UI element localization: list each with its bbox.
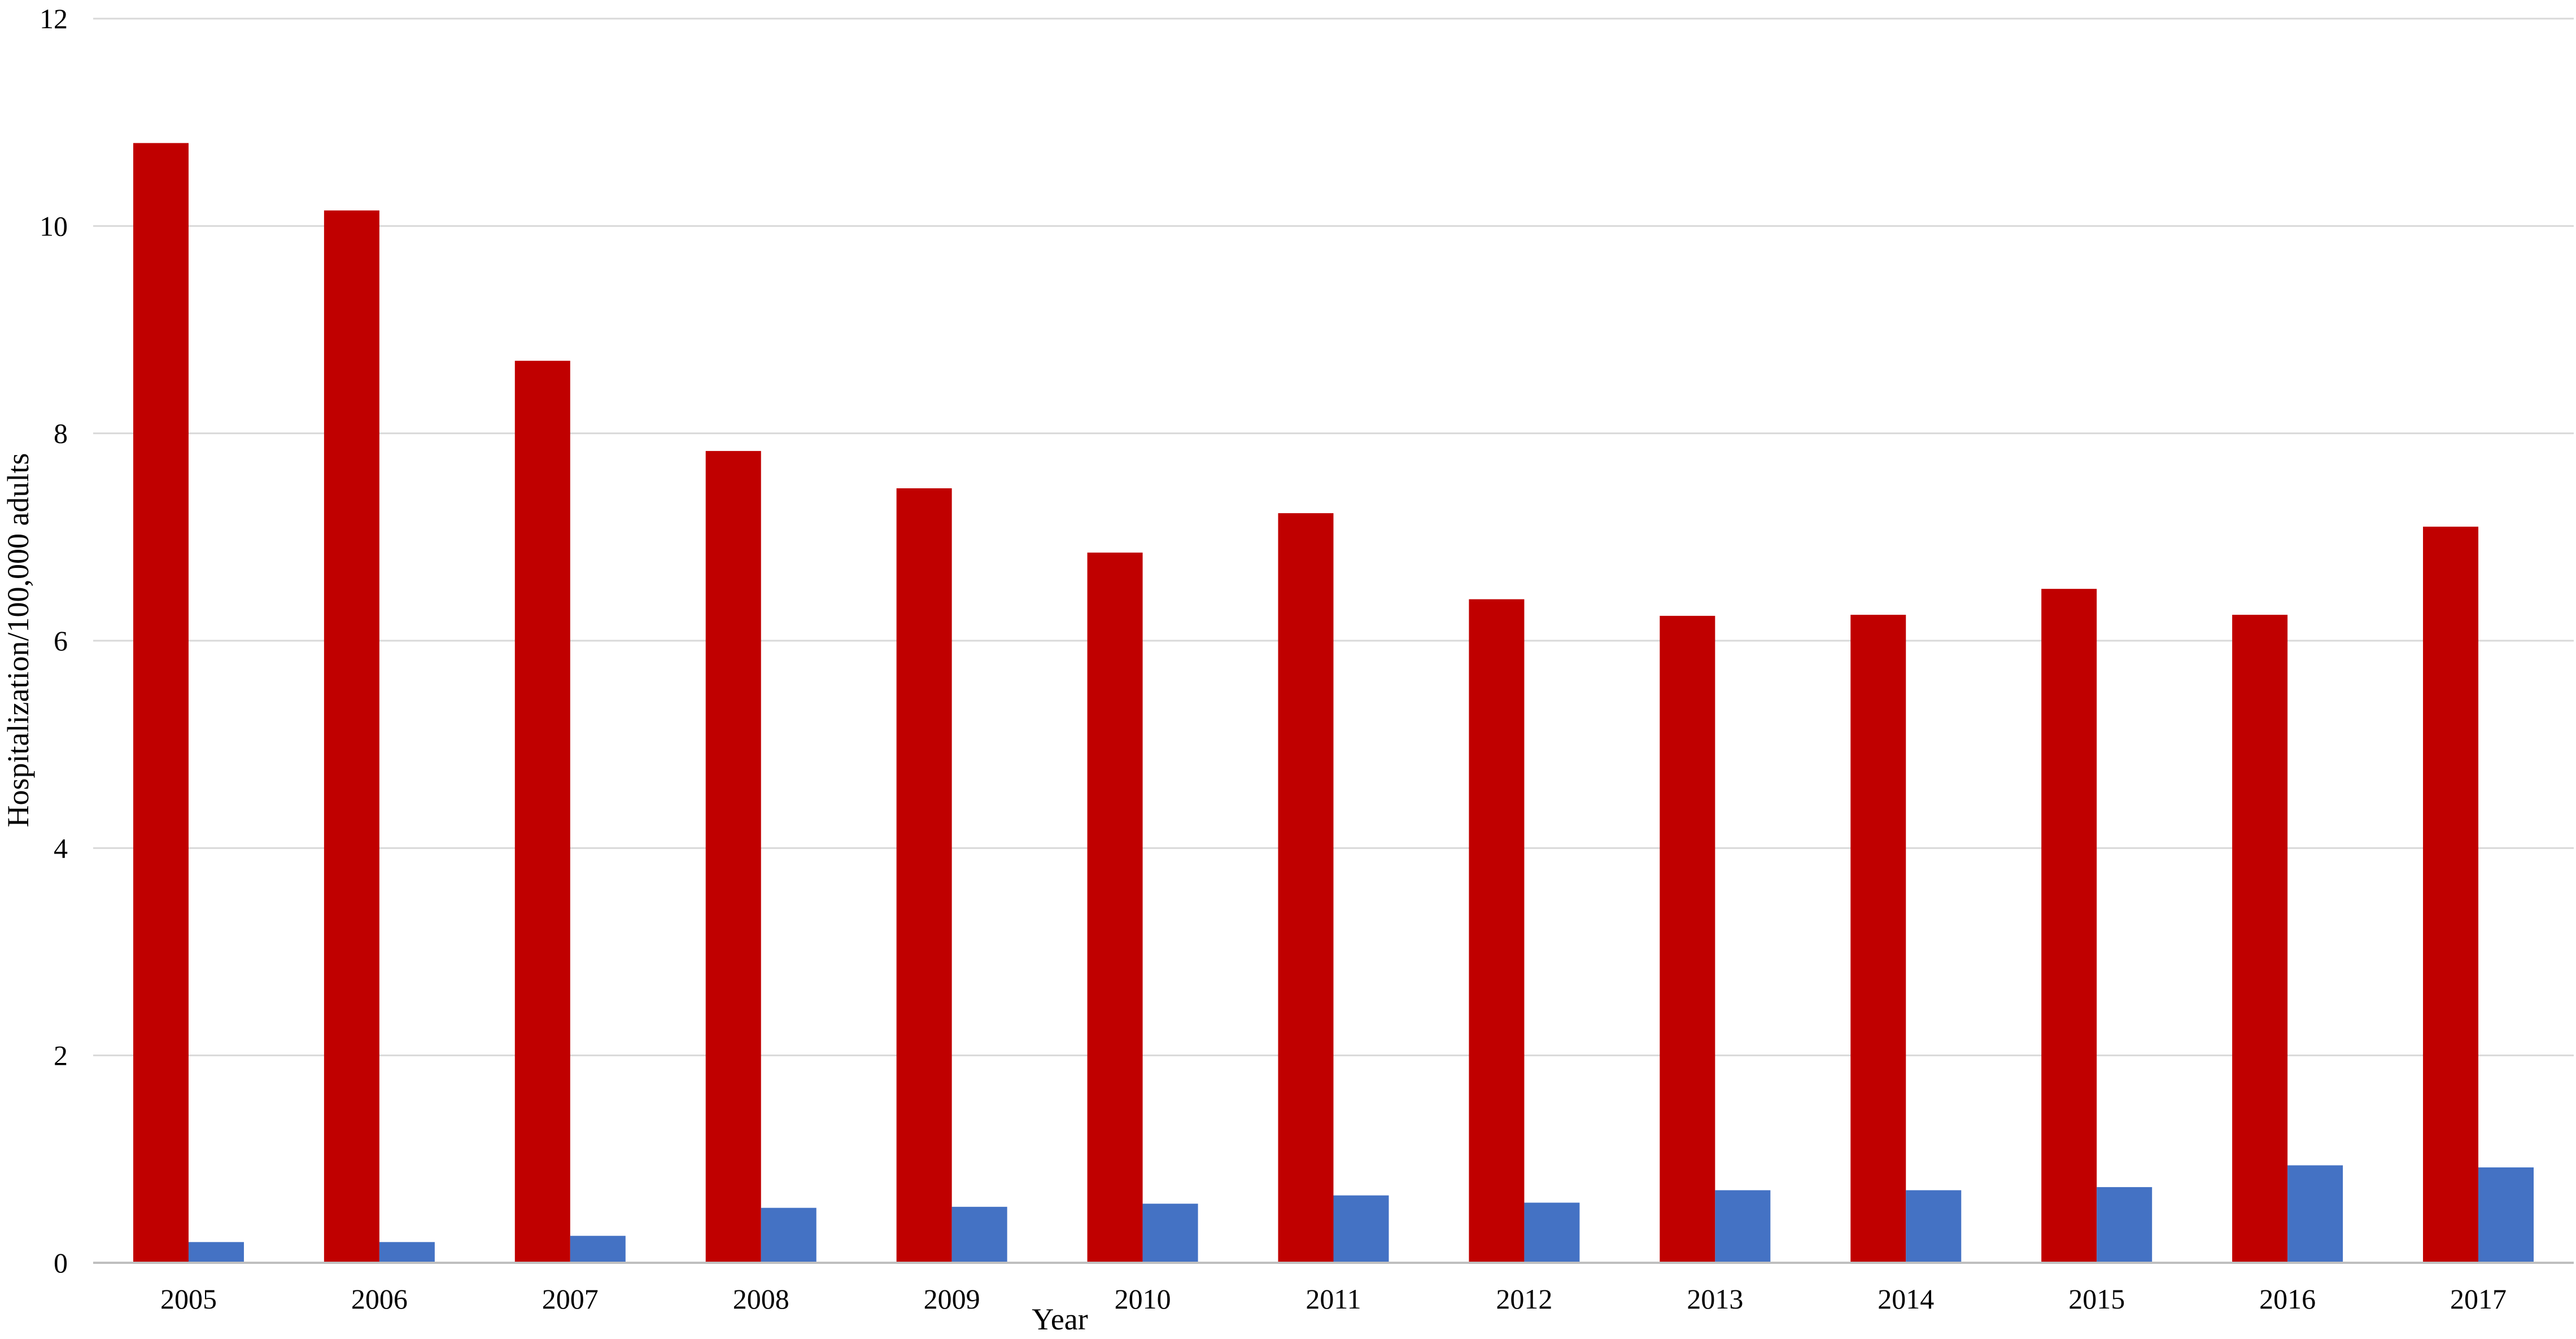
x-tick-label: 2017 xyxy=(2450,1283,2507,1315)
y-tick-label: 0 xyxy=(54,1247,68,1279)
y-axis-title: Hospitalization/100,000 adults xyxy=(1,453,35,828)
bar-series-1 xyxy=(2041,589,2097,1263)
bar-series-2 xyxy=(570,1236,626,1263)
bar-series-2 xyxy=(2478,1167,2534,1263)
bar-series-1 xyxy=(1278,513,1334,1263)
x-tick-label: 2009 xyxy=(924,1283,980,1315)
bar-series-1 xyxy=(1660,615,1715,1263)
x-tick-label: 2014 xyxy=(1878,1283,1934,1315)
y-tick-label: 10 xyxy=(40,210,68,242)
bar-series-2 xyxy=(188,1242,244,1263)
x-tick-label: 2006 xyxy=(351,1283,408,1315)
bar-series-1 xyxy=(2423,526,2479,1263)
bar-series-2 xyxy=(1333,1195,1389,1263)
bar-series-1 xyxy=(324,210,379,1263)
bar-series-2 xyxy=(1715,1190,1771,1263)
y-tick-label: 4 xyxy=(54,832,68,864)
x-tick-label: 2011 xyxy=(1306,1283,1361,1315)
bar-series-1 xyxy=(1850,615,1906,1263)
bar-series-1 xyxy=(133,143,189,1263)
x-tick-label: 2015 xyxy=(2068,1283,2125,1315)
x-tick-label: 2010 xyxy=(1115,1283,1171,1315)
x-tick-label: 2012 xyxy=(1496,1283,1552,1315)
bar-series-2 xyxy=(1142,1204,1198,1263)
bar-series-1 xyxy=(896,488,952,1263)
x-tick-label: 2005 xyxy=(160,1283,217,1315)
y-tick-label: 2 xyxy=(54,1040,68,1071)
bar-series-1 xyxy=(514,361,570,1263)
bar-series-1 xyxy=(1087,552,1143,1263)
bar-series-2 xyxy=(2287,1165,2343,1263)
bar-series-2 xyxy=(1906,1190,1962,1263)
bar-series-2 xyxy=(1524,1202,1580,1263)
bar-series-1 xyxy=(1469,599,1525,1263)
x-tick-label: 2016 xyxy=(2259,1283,2316,1315)
x-tick-label: 2007 xyxy=(542,1283,599,1315)
y-tick-label: 6 xyxy=(54,625,68,657)
tick-labels: 0 2 4 6 8 10 12 2005 2006 2007 2008 2009 2010 2011 201… xyxy=(40,3,2507,1315)
bar-series-2 xyxy=(951,1206,1007,1263)
x-axis-title: Year xyxy=(1032,1302,1088,1336)
bar-series-2 xyxy=(379,1242,435,1263)
bar-series-2 xyxy=(761,1207,817,1263)
y-tick-label: 8 xyxy=(54,418,68,449)
bars xyxy=(133,143,2534,1263)
bar-series-2 xyxy=(2097,1187,2153,1263)
bar-series-1 xyxy=(705,450,761,1263)
x-tick-label: 2013 xyxy=(1687,1283,1743,1315)
bar-series-1 xyxy=(2232,615,2288,1263)
y-tick-label: 12 xyxy=(40,3,68,34)
x-tick-label: 2008 xyxy=(733,1283,789,1315)
